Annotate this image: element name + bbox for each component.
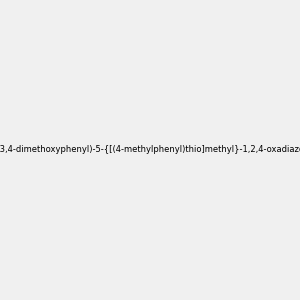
Text: 3-(3,4-dimethoxyphenyl)-5-{[(4-methylphenyl)thio]methyl}-1,2,4-oxadiazole: 3-(3,4-dimethoxyphenyl)-5-{[(4-methylphe… bbox=[0, 146, 300, 154]
